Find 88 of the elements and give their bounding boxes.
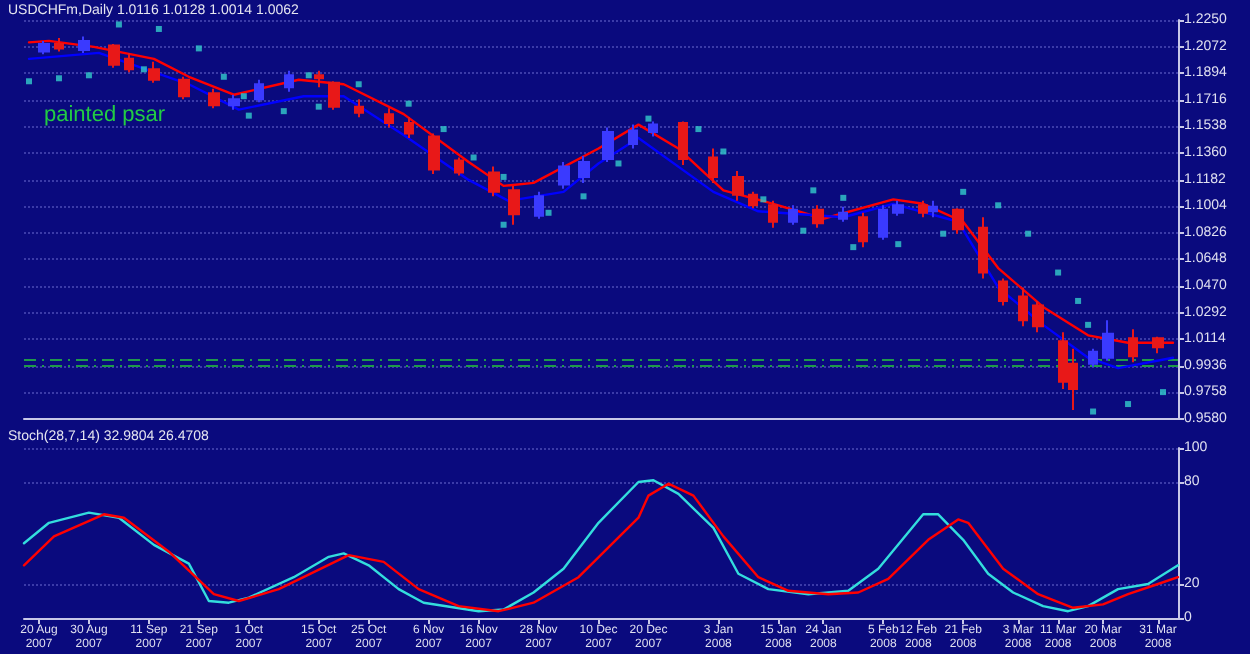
point xyxy=(355,81,362,88)
candlestick xyxy=(892,199,904,217)
candlestick xyxy=(812,204,824,229)
point xyxy=(1055,269,1062,276)
annotation: painted psar xyxy=(44,103,166,127)
point xyxy=(760,196,767,203)
candlestick xyxy=(108,42,120,69)
point xyxy=(195,45,202,52)
point xyxy=(960,188,967,195)
candlestick xyxy=(454,156,464,177)
candlestick xyxy=(404,116,414,140)
candlestick xyxy=(208,87,220,110)
point xyxy=(1075,297,1082,304)
point xyxy=(1160,389,1167,396)
candlestick xyxy=(178,75,190,101)
point xyxy=(840,194,847,201)
candlestick xyxy=(78,35,90,54)
point xyxy=(580,193,587,200)
point xyxy=(695,126,702,133)
point xyxy=(55,75,62,82)
point xyxy=(1125,401,1132,408)
candlestick xyxy=(508,184,520,226)
point xyxy=(280,108,287,115)
point xyxy=(1025,230,1032,237)
candlestick xyxy=(602,126,614,163)
candlestick xyxy=(918,199,928,219)
candlestick xyxy=(1032,299,1044,334)
candlestick xyxy=(628,123,638,150)
point xyxy=(26,78,32,85)
candlestick xyxy=(838,205,848,223)
point xyxy=(500,173,507,180)
candlestick xyxy=(558,160,570,190)
point xyxy=(240,93,247,100)
candlestick xyxy=(978,216,988,280)
candlestick xyxy=(732,169,744,202)
candlestick xyxy=(1152,335,1164,355)
point xyxy=(85,72,92,79)
point xyxy=(140,66,147,73)
candlestick xyxy=(1128,328,1138,364)
candlestick xyxy=(534,190,544,220)
point xyxy=(500,221,507,228)
point xyxy=(115,21,122,28)
candlestick xyxy=(858,211,868,249)
point xyxy=(995,202,1002,209)
candlestick xyxy=(748,190,758,210)
point xyxy=(895,241,902,248)
candlestick xyxy=(284,69,294,93)
point xyxy=(440,126,447,133)
candlestick xyxy=(768,199,778,229)
point xyxy=(470,154,477,161)
candlestick xyxy=(878,204,888,241)
point xyxy=(940,230,947,237)
point xyxy=(850,244,857,251)
point xyxy=(645,115,652,122)
point xyxy=(545,209,552,216)
candlestick xyxy=(1102,319,1114,362)
candlestick xyxy=(428,132,440,175)
candlestick xyxy=(148,60,160,84)
candlestick xyxy=(788,204,798,226)
point xyxy=(405,100,412,107)
candlestick xyxy=(578,154,590,184)
candlestick xyxy=(314,69,324,89)
point xyxy=(220,73,227,80)
candlestick xyxy=(38,39,50,56)
candlestick xyxy=(648,120,658,138)
point xyxy=(315,103,322,110)
candlestick xyxy=(708,147,718,184)
candlestick xyxy=(952,207,964,235)
candlestick xyxy=(678,120,688,166)
point xyxy=(810,187,817,194)
point xyxy=(800,227,807,234)
point xyxy=(615,160,622,167)
candlestick xyxy=(1088,347,1098,368)
candlestick xyxy=(384,107,394,129)
point xyxy=(720,148,727,155)
candlestick xyxy=(254,78,264,104)
candlestick xyxy=(124,51,134,74)
point xyxy=(245,112,252,119)
point xyxy=(305,72,312,79)
point xyxy=(1090,408,1097,415)
candlestick xyxy=(928,199,938,219)
candlestick xyxy=(1018,286,1028,328)
candlestick xyxy=(354,98,364,119)
candlestick xyxy=(54,36,64,53)
candlestick xyxy=(328,80,340,111)
point xyxy=(155,25,162,32)
point xyxy=(1085,321,1092,328)
candlestick xyxy=(998,277,1008,307)
